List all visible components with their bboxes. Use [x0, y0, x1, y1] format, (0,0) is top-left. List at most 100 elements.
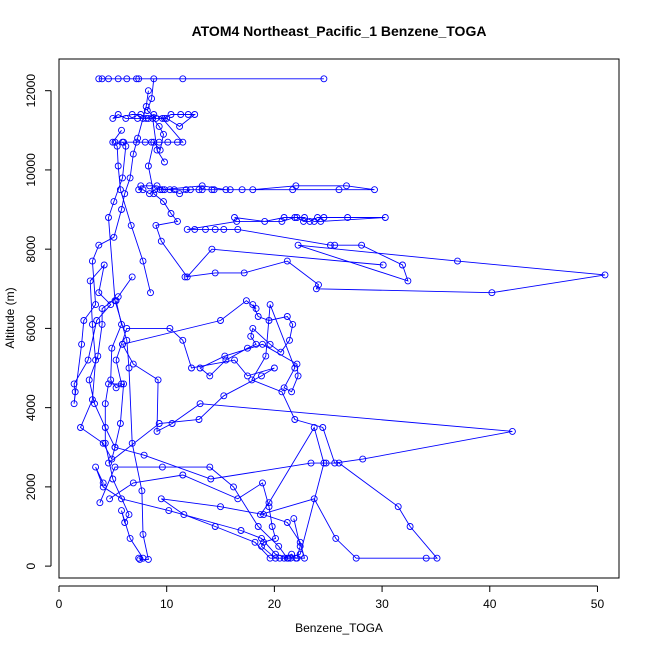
series-line: [99, 466, 301, 559]
data-point: [601, 271, 609, 279]
data-point: [116, 420, 124, 427]
data-point: [242, 297, 250, 305]
data-point: [176, 190, 184, 198]
series-4: [144, 114, 387, 281]
data-point: [195, 186, 203, 194]
data-point: [195, 416, 203, 423]
series-6: [109, 126, 154, 297]
data-point: [259, 340, 266, 348]
y-tick-label: 6000: [24, 315, 38, 342]
data-point: [237, 527, 245, 534]
data-point: [283, 519, 291, 526]
data-point: [166, 186, 174, 194]
data-point: [186, 186, 194, 194]
series-line: [104, 327, 275, 559]
data-point: [359, 455, 367, 463]
data-point: [158, 463, 166, 471]
y-tick-label: 0: [24, 562, 38, 569]
data-point: [151, 186, 159, 194]
data-point: [174, 217, 181, 225]
series-3: [181, 214, 609, 297]
data-point: [272, 554, 279, 562]
data-point: [260, 538, 268, 546]
data-point: [118, 126, 125, 134]
y-tick-label: 10000: [24, 153, 38, 187]
data-point: [296, 550, 304, 558]
data-point: [88, 257, 96, 265]
data-point: [335, 459, 343, 467]
data-point: [266, 554, 274, 562]
data-point: [157, 237, 165, 245]
series-line: [98, 78, 324, 560]
x-tick-label: 20: [268, 597, 282, 611]
data-point: [317, 217, 325, 225]
data-point: [98, 320, 106, 328]
data-point: [107, 376, 115, 384]
series-8: [101, 324, 278, 562]
data-point: [109, 138, 117, 146]
data-point: [144, 87, 152, 95]
series-line: [122, 300, 513, 464]
data-point: [148, 138, 156, 146]
data-point: [326, 241, 334, 249]
data-point: [180, 511, 188, 519]
data-point: [70, 400, 78, 408]
data-point: [278, 217, 286, 225]
data-point: [184, 111, 192, 118]
data-point: [258, 534, 265, 542]
data-point: [207, 475, 215, 483]
x-axis-label: Benzene_TOGA: [295, 621, 383, 635]
data-point: [95, 241, 103, 249]
data-point: [310, 424, 318, 431]
data-point: [126, 534, 134, 542]
chart-title: ATOM4 Northeast_Pacific_1 Benzene_TOGA: [192, 23, 487, 39]
y-tick-label: 8000: [24, 235, 38, 262]
data-point: [152, 221, 160, 229]
data-point: [135, 554, 143, 562]
y-tick-label: 2000: [24, 473, 38, 500]
data-point: [270, 364, 278, 372]
data-point: [179, 336, 187, 344]
data-point: [259, 479, 266, 487]
data-point: [112, 356, 120, 364]
data-point: [344, 214, 352, 221]
data-point: [160, 198, 167, 206]
data-point: [293, 360, 301, 368]
data-point: [261, 217, 269, 225]
y-tick-label: 12000: [24, 74, 38, 108]
data-point: [150, 75, 158, 83]
data-point: [251, 538, 259, 546]
data-point: [110, 233, 118, 241]
data-point: [394, 503, 402, 511]
data-point: [118, 380, 125, 388]
y-tick-label: 4000: [24, 394, 38, 421]
data-point: [111, 443, 119, 451]
data-point: [86, 277, 94, 285]
data-point: [129, 360, 137, 368]
data-point: [211, 269, 219, 277]
data-point: [277, 348, 285, 356]
data-point: [134, 134, 142, 142]
series-11: [85, 273, 441, 562]
data-point: [272, 550, 279, 558]
data-point: [188, 364, 195, 372]
data-point: [128, 111, 136, 118]
data-point: [125, 511, 133, 519]
data-point: [226, 186, 234, 194]
data-point: [88, 320, 96, 328]
data-point: [167, 210, 175, 217]
data-point: [294, 241, 302, 249]
data-point: [135, 75, 143, 83]
data-point: [118, 507, 125, 515]
data-point: [183, 225, 191, 233]
data-point: [148, 95, 156, 103]
data-point: [118, 320, 125, 328]
data-point: [254, 523, 262, 530]
data-point: [231, 214, 238, 221]
data-point: [266, 301, 274, 309]
data-point: [220, 392, 228, 400]
data-point: [335, 186, 343, 194]
data-point: [240, 269, 248, 277]
data-point: [206, 463, 214, 471]
